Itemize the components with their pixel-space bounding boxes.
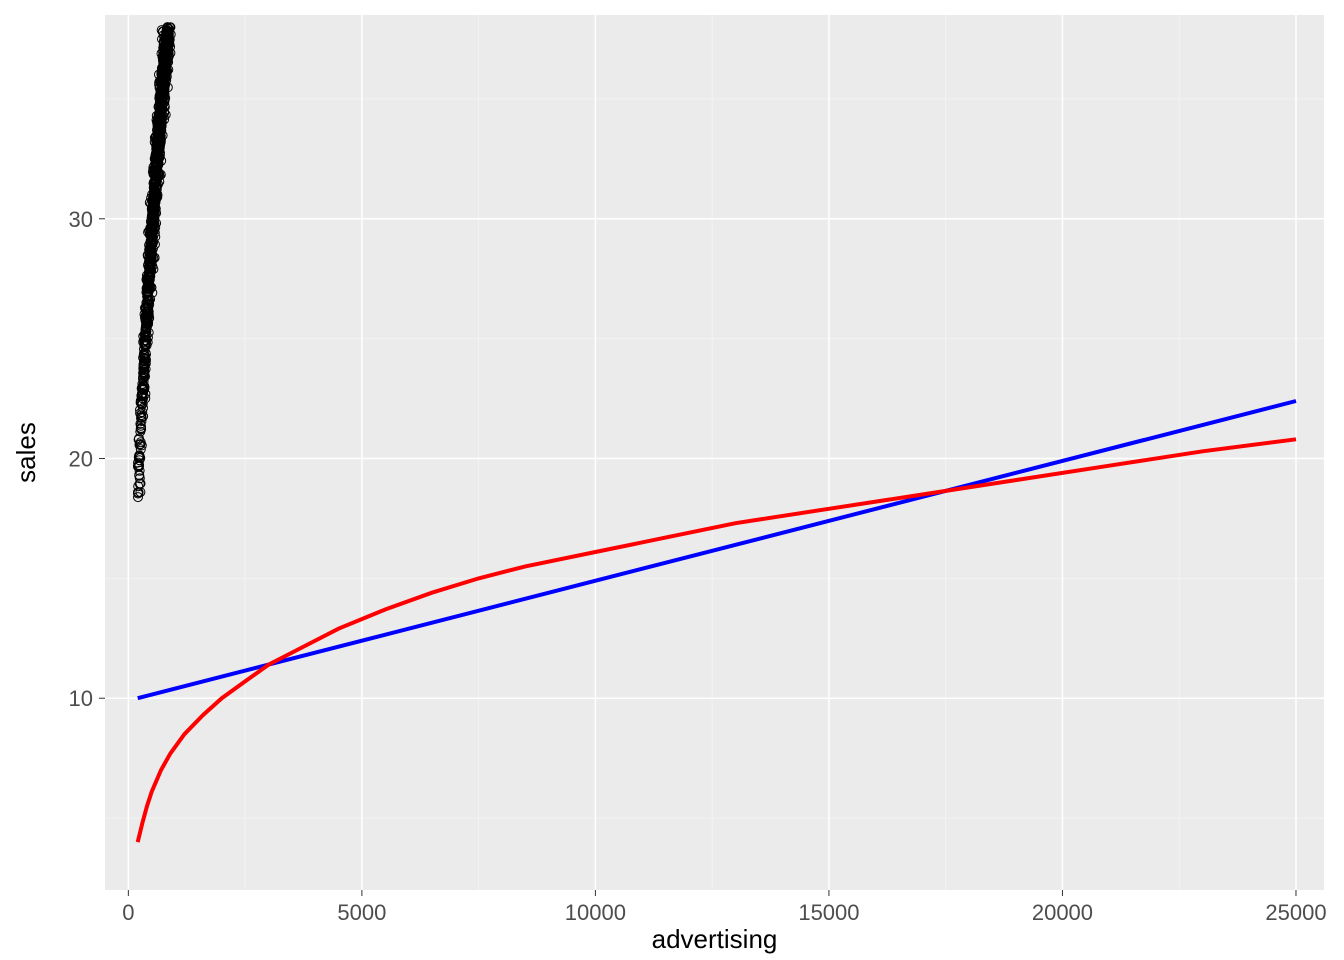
- x-axis-title: advertising: [652, 924, 778, 954]
- plot-panel: [105, 15, 1324, 890]
- y-tick-label: 30: [69, 207, 93, 232]
- x-tick-label: 0: [122, 900, 134, 925]
- y-tick-label: 10: [69, 686, 93, 711]
- x-tick-label: 25000: [1265, 900, 1326, 925]
- scatter-chart: 0 5000 10000 15000 20000 25000 10 20 30 advertisi…: [0, 0, 1344, 960]
- y-axis-title: sales: [11, 422, 41, 483]
- x-tick-label: 15000: [798, 900, 859, 925]
- x-tick-label: 20000: [1032, 900, 1093, 925]
- y-tick-label: 20: [69, 446, 93, 471]
- x-tick-label: 5000: [337, 900, 386, 925]
- chart-svg: 0 5000 10000 15000 20000 25000 10 20 30 advertisi…: [0, 0, 1344, 960]
- x-tick-label: 10000: [565, 900, 626, 925]
